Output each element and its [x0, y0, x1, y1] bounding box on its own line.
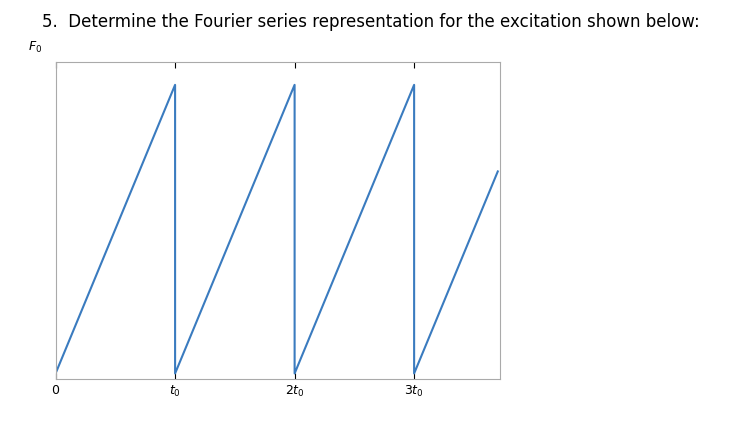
Text: 5.  Determine the Fourier series representation for the excitation shown below:: 5. Determine the Fourier series represen…	[41, 13, 700, 31]
Text: $F_0$: $F_0$	[28, 40, 42, 56]
